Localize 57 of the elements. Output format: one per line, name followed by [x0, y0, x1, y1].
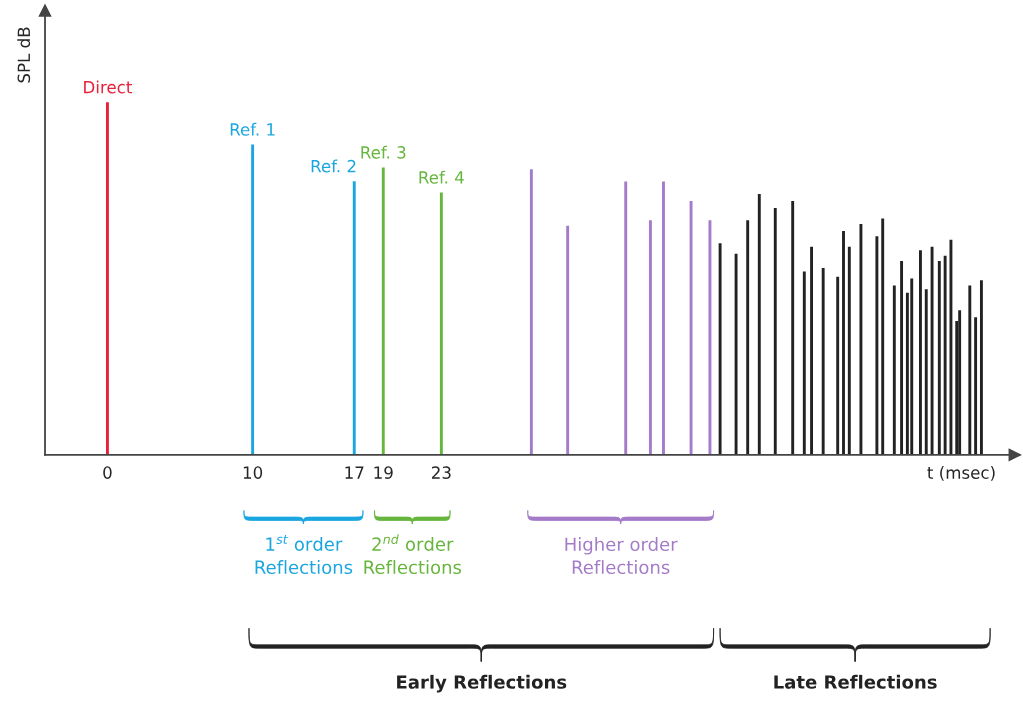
- text: Higher order Reflections: [565, 537, 678, 575]
- bar: [648, 220, 652, 455]
- bar: [381, 167, 385, 455]
- bar: [924, 289, 928, 455]
- text: 2$^{nd}$ order Reflections: [364, 534, 462, 575]
- bar: [875, 236, 879, 455]
- bar: [842, 230, 845, 455]
- bar: [919, 250, 922, 455]
- bar: [910, 278, 914, 455]
- bar: [624, 181, 628, 455]
- bar: [892, 285, 896, 455]
- series-label: Ref. 4: [419, 170, 464, 184]
- bar: [937, 260, 941, 455]
- text: Late Reflections: [774, 674, 937, 689]
- bar: [791, 200, 795, 455]
- bar: [821, 267, 825, 455]
- y-axis-title: SPL dB: [17, 27, 31, 83]
- bar: [836, 276, 840, 455]
- x-tick-label: 17: [345, 466, 364, 479]
- bar: [974, 317, 978, 455]
- bar: [718, 243, 722, 455]
- bar: [859, 223, 863, 455]
- bar: [930, 246, 934, 455]
- series-label: Direct: [84, 80, 132, 94]
- bar: [251, 144, 255, 455]
- series-label: Ref. 2: [311, 159, 356, 173]
- text: 1$^{st}$ order Reflections: [255, 534, 353, 575]
- bar: [847, 246, 851, 455]
- bar: [968, 285, 972, 455]
- bar: [943, 255, 947, 455]
- bar: [529, 169, 533, 455]
- x-tick-label: 0: [103, 466, 112, 479]
- bar: [708, 220, 712, 455]
- bar: [881, 218, 885, 455]
- bar: [689, 200, 693, 455]
- x-tick-label: 10: [243, 466, 263, 479]
- x-axis-title: t (msec): [927, 466, 995, 481]
- bar: [900, 260, 904, 455]
- bar: [958, 310, 962, 455]
- bar: [352, 181, 356, 455]
- bar: [757, 193, 761, 455]
- bar: [105, 102, 109, 455]
- bar: [810, 246, 814, 455]
- series-label: Ref. 3: [361, 145, 406, 159]
- bar: [746, 220, 750, 455]
- bar: [949, 239, 953, 455]
- bar: [439, 192, 443, 455]
- bar: [802, 271, 806, 455]
- series-label: Ref. 1: [230, 122, 275, 136]
- bar: [773, 208, 777, 455]
- bar: [566, 225, 570, 455]
- bar: [734, 253, 738, 455]
- text: Early Reflections: [397, 674, 567, 693]
- x-tick-label: 23: [431, 466, 451, 479]
- bar: [662, 181, 665, 455]
- bar: [979, 280, 983, 455]
- x-tick-label: 19: [374, 466, 393, 479]
